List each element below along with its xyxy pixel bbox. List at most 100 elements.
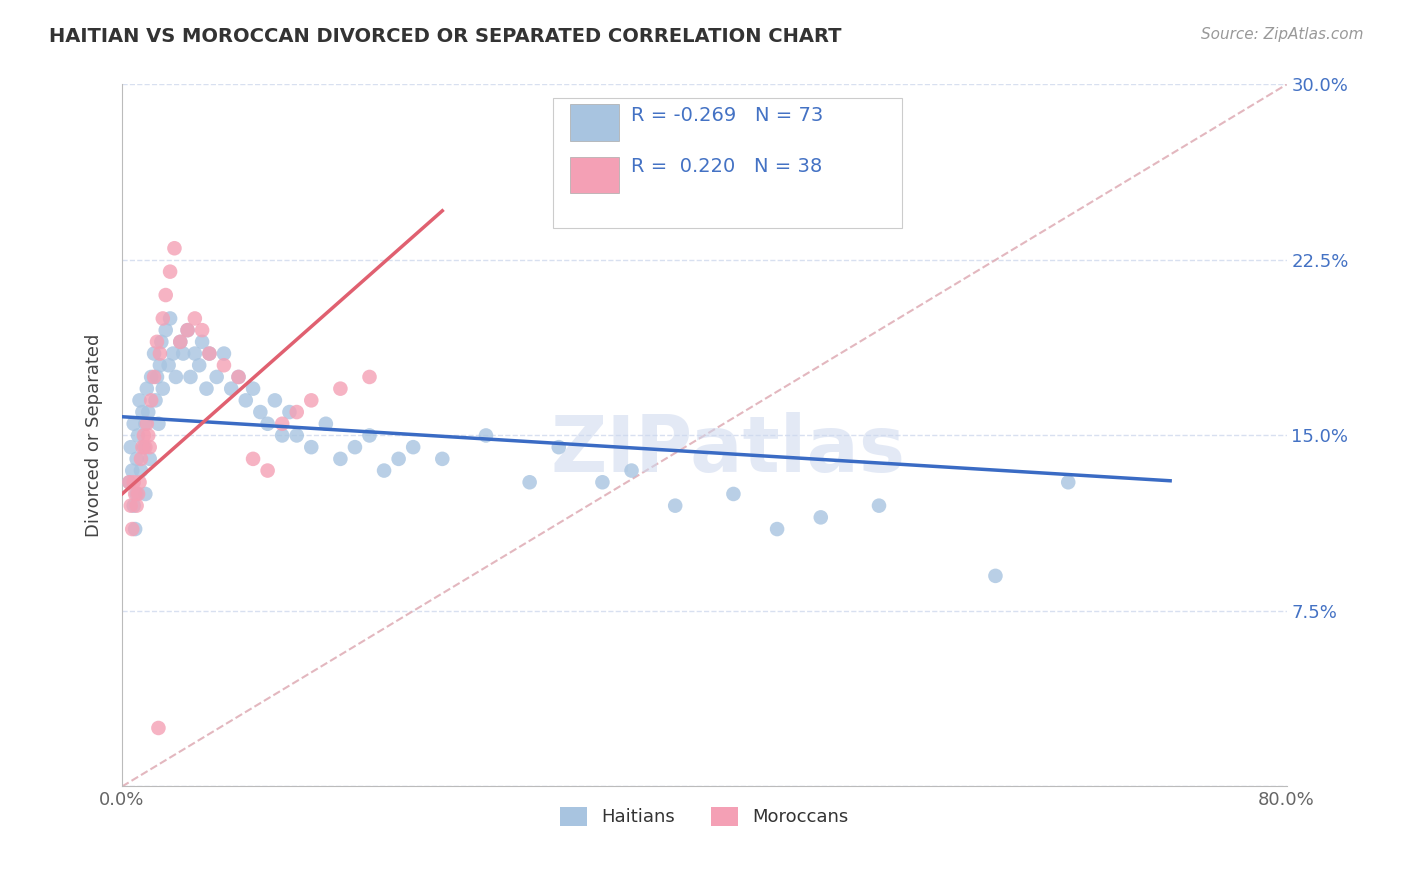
Point: [134, 487, 156, 501]
Point: [432, 451, 454, 466]
Point: [149, 346, 172, 360]
Point: [148, 721, 170, 735]
Point: [134, 417, 156, 431]
Point: [329, 451, 352, 466]
Point: [620, 464, 643, 478]
Point: [141, 393, 163, 408]
Point: [127, 428, 149, 442]
Point: [152, 382, 174, 396]
Point: [343, 440, 366, 454]
Point: [118, 475, 141, 490]
Point: [176, 323, 198, 337]
Point: [475, 428, 498, 442]
Point: [184, 346, 207, 360]
Point: [373, 464, 395, 478]
Point: [141, 370, 163, 384]
Point: [242, 451, 264, 466]
Point: [547, 440, 569, 454]
Point: [143, 346, 166, 360]
Point: [235, 393, 257, 408]
Legend: Haitians, Moroccans: Haitians, Moroccans: [553, 800, 856, 834]
Point: [228, 370, 250, 384]
Point: [388, 451, 411, 466]
Point: [285, 428, 308, 442]
Point: [159, 311, 181, 326]
FancyBboxPatch shape: [571, 104, 619, 141]
Point: [122, 417, 145, 431]
Point: [359, 370, 381, 384]
Point: [138, 451, 160, 466]
Text: R =  0.220   N = 38: R = 0.220 N = 38: [631, 157, 823, 176]
Point: [146, 370, 169, 384]
Point: [256, 417, 278, 431]
Point: [150, 334, 173, 349]
Point: [124, 522, 146, 536]
Point: [136, 428, 159, 442]
FancyBboxPatch shape: [553, 98, 903, 228]
Point: [299, 440, 322, 454]
Point: [122, 475, 145, 490]
Point: [128, 475, 150, 490]
Point: [120, 440, 142, 454]
Point: [125, 499, 148, 513]
Point: [129, 451, 152, 466]
Point: [256, 464, 278, 478]
Point: [152, 311, 174, 326]
Point: [169, 334, 191, 349]
Point: [868, 499, 890, 513]
Point: [402, 440, 425, 454]
Point: [212, 358, 235, 372]
Point: [135, 417, 157, 431]
Point: [121, 464, 143, 478]
Point: [242, 382, 264, 396]
Point: [155, 288, 177, 302]
Point: [591, 475, 613, 490]
Point: [359, 428, 381, 442]
Point: [285, 405, 308, 419]
Point: [124, 487, 146, 501]
Point: [132, 428, 155, 442]
Text: Source: ZipAtlas.com: Source: ZipAtlas.com: [1201, 27, 1364, 42]
Point: [149, 358, 172, 372]
Point: [135, 382, 157, 396]
Point: [195, 382, 218, 396]
Text: R = -0.269   N = 73: R = -0.269 N = 73: [631, 105, 823, 125]
Point: [249, 405, 271, 419]
Point: [148, 417, 170, 431]
Point: [165, 370, 187, 384]
Point: [315, 417, 337, 431]
Point: [1057, 475, 1080, 490]
Point: [271, 428, 294, 442]
Text: ZIPatlas: ZIPatlas: [550, 411, 905, 488]
Point: [723, 487, 745, 501]
Point: [120, 499, 142, 513]
Point: [519, 475, 541, 490]
Point: [122, 499, 145, 513]
Point: [132, 440, 155, 454]
Point: [664, 499, 686, 513]
Point: [172, 346, 194, 360]
Point: [188, 358, 211, 372]
Point: [157, 358, 180, 372]
Point: [271, 417, 294, 431]
Point: [198, 346, 221, 360]
Point: [278, 405, 301, 419]
Point: [169, 334, 191, 349]
Point: [159, 265, 181, 279]
Point: [162, 346, 184, 360]
Point: [219, 382, 242, 396]
Point: [163, 241, 186, 255]
Point: [179, 370, 201, 384]
Point: [131, 405, 153, 419]
Point: [184, 311, 207, 326]
Point: [136, 405, 159, 419]
Point: [118, 475, 141, 490]
Point: [127, 487, 149, 501]
Point: [143, 370, 166, 384]
Point: [228, 370, 250, 384]
Point: [264, 393, 287, 408]
Point: [125, 487, 148, 501]
Point: [984, 569, 1007, 583]
Point: [205, 370, 228, 384]
Y-axis label: Divorced or Separated: Divorced or Separated: [86, 334, 103, 537]
